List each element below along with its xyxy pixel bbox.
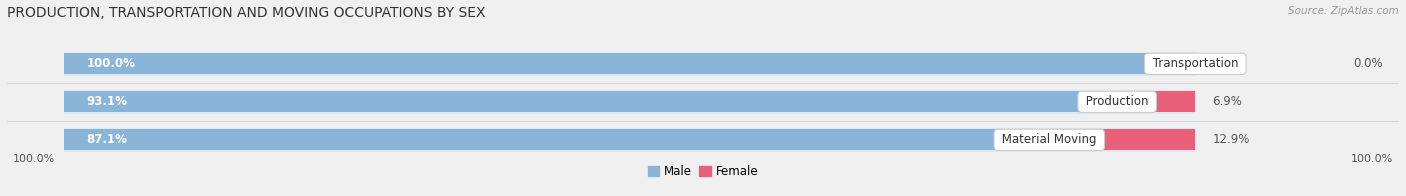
Text: 93.1%: 93.1%: [86, 95, 127, 108]
Bar: [63, 129, 1049, 150]
Text: 12.9%: 12.9%: [1212, 133, 1250, 146]
Bar: [63, 128, 1195, 152]
Text: Transportation: Transportation: [1149, 57, 1241, 70]
Bar: [1049, 129, 1195, 150]
Bar: [1118, 91, 1195, 112]
Text: Production: Production: [1083, 95, 1153, 108]
Text: Source: ZipAtlas.com: Source: ZipAtlas.com: [1288, 6, 1399, 16]
Bar: [63, 90, 1195, 114]
Text: 100.0%: 100.0%: [1351, 154, 1393, 164]
Text: PRODUCTION, TRANSPORTATION AND MOVING OCCUPATIONS BY SEX: PRODUCTION, TRANSPORTATION AND MOVING OC…: [7, 6, 485, 20]
Text: 100.0%: 100.0%: [86, 57, 135, 70]
Bar: [63, 53, 1195, 74]
Legend: Male, Female: Male, Female: [643, 160, 763, 182]
Bar: [63, 91, 1118, 112]
Bar: [63, 52, 1195, 76]
Text: 6.9%: 6.9%: [1212, 95, 1241, 108]
Text: Material Moving: Material Moving: [998, 133, 1101, 146]
Text: 87.1%: 87.1%: [86, 133, 127, 146]
Text: 100.0%: 100.0%: [13, 154, 55, 164]
Text: 0.0%: 0.0%: [1354, 57, 1384, 70]
